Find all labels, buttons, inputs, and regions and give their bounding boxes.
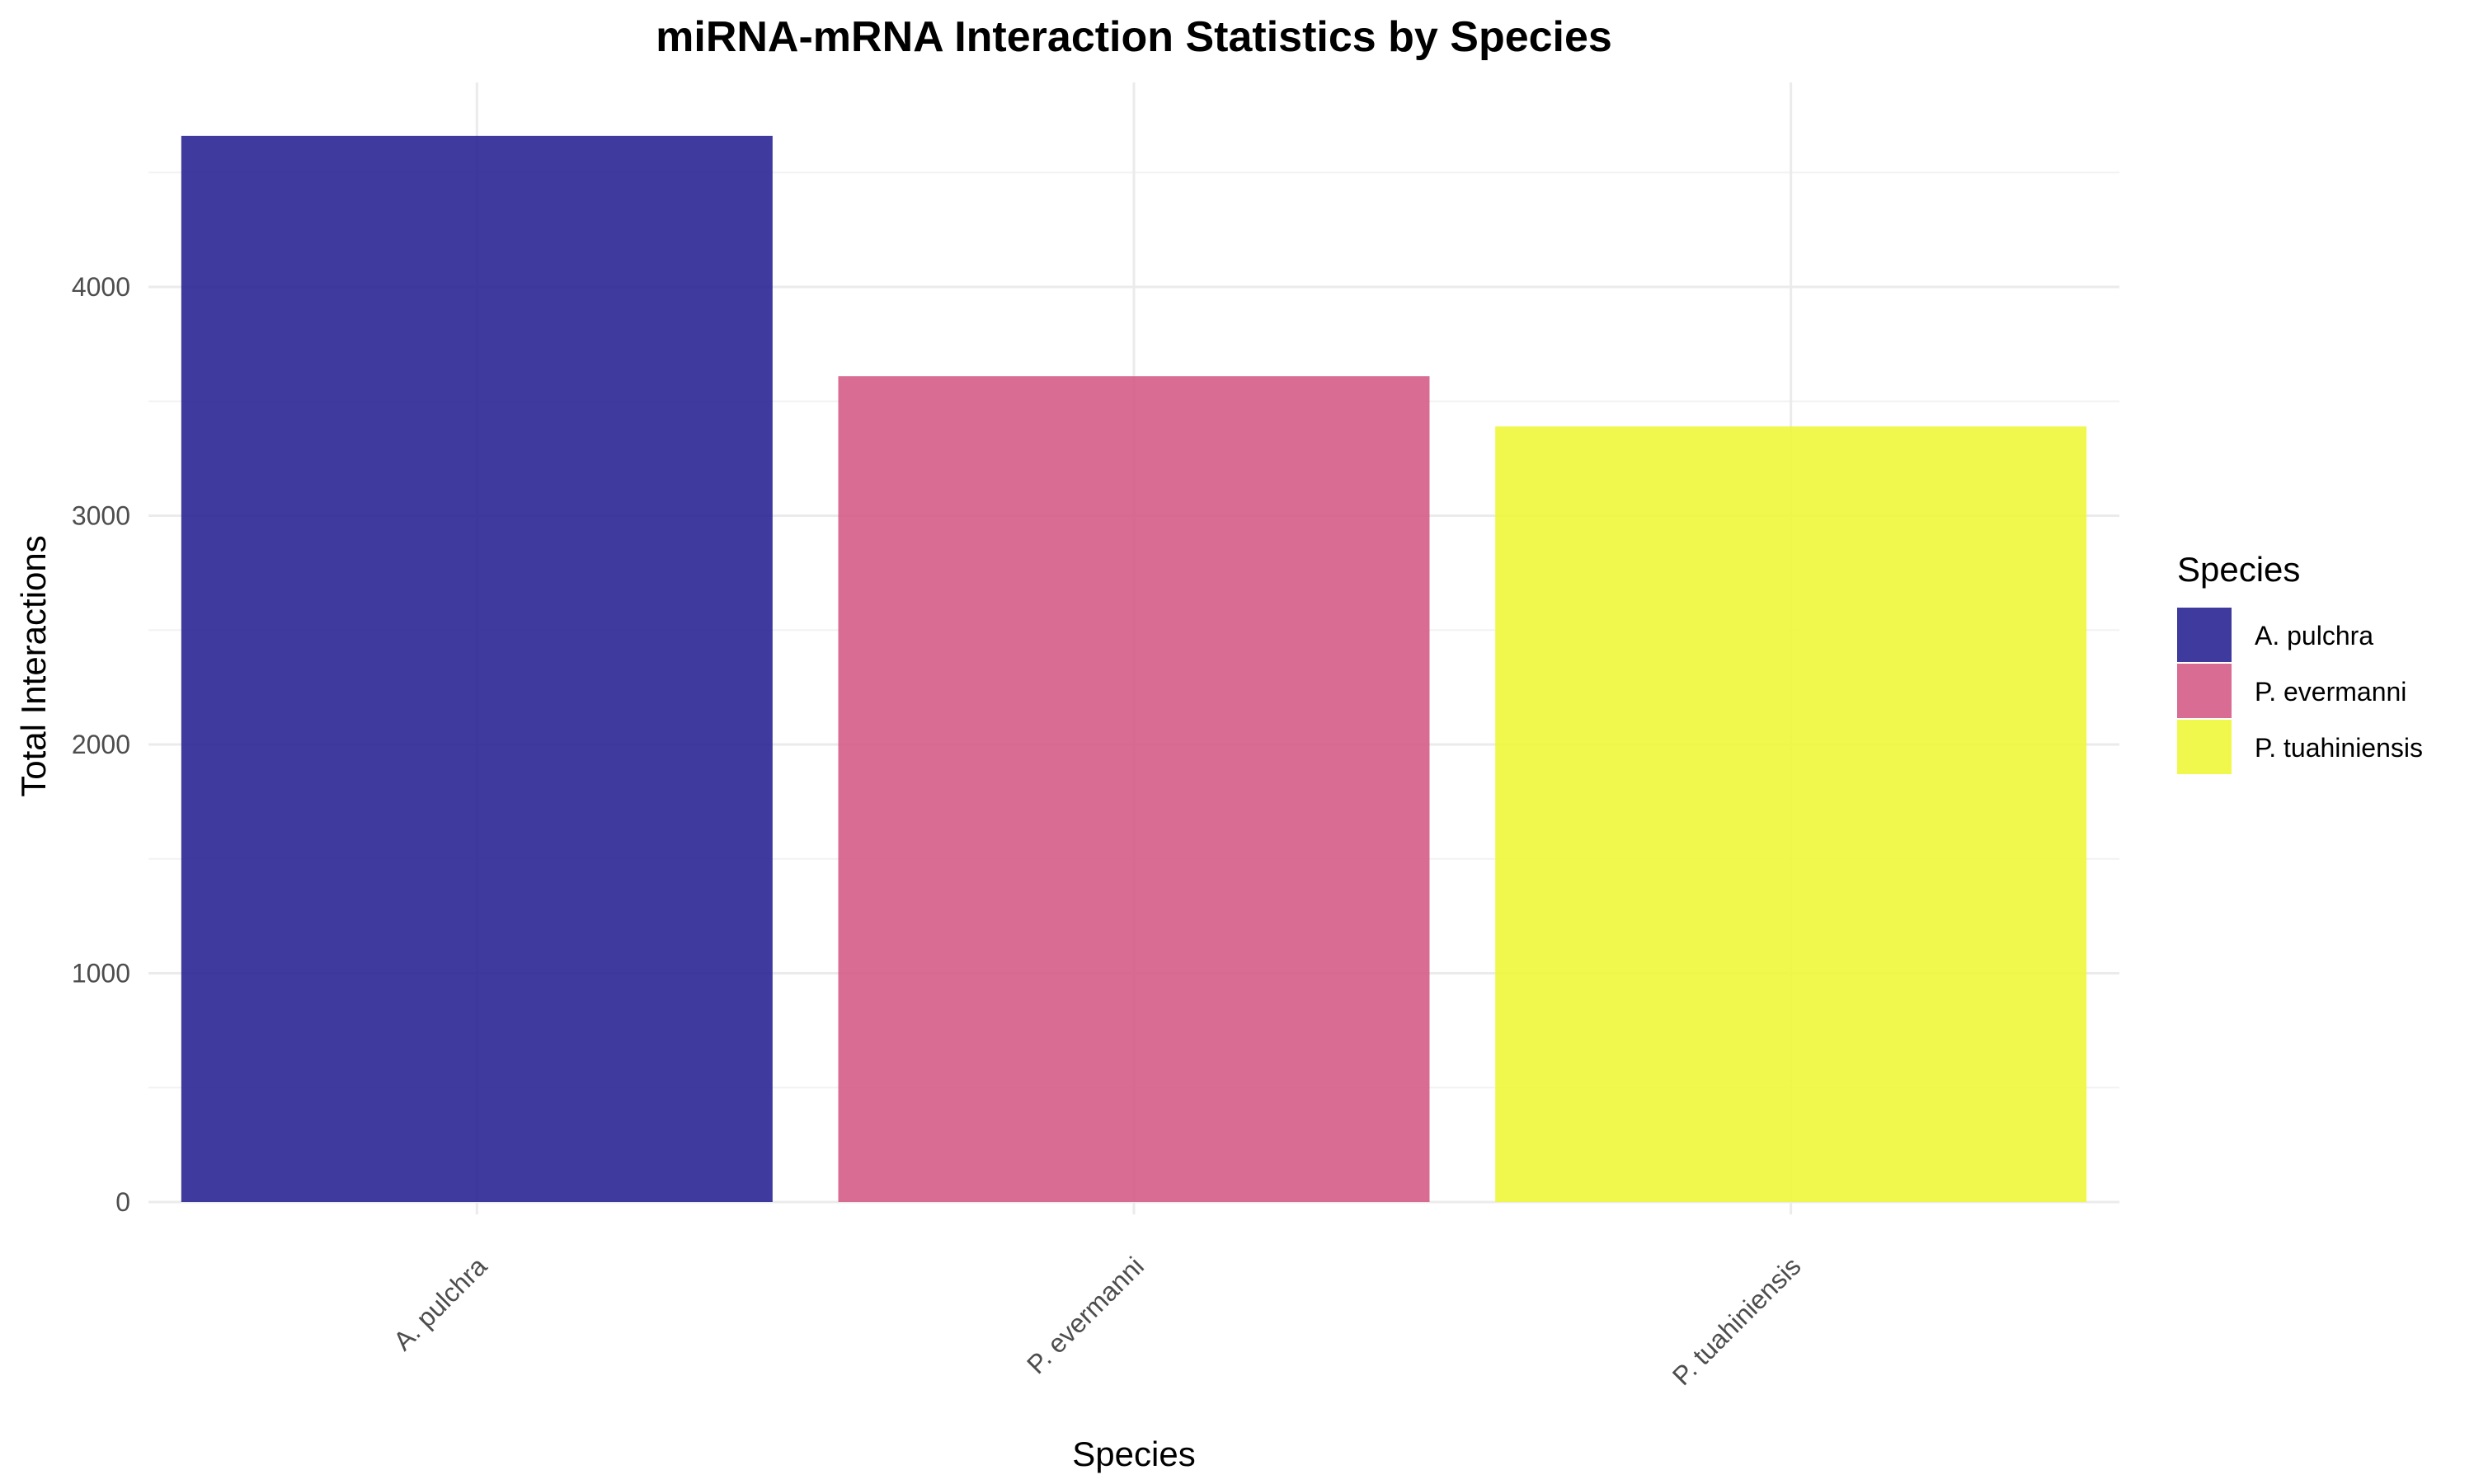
x-tick-label: P. tuahiniensis: [1667, 1251, 1807, 1391]
x-tick-label: P. evermanni: [1021, 1251, 1150, 1379]
y-tick-label: 4000: [72, 272, 130, 302]
bar: [181, 135, 773, 1203]
y-tick-label: 0: [115, 1187, 130, 1217]
legend-swatch: [2177, 608, 2232, 662]
legend-label: P. tuahiniensis: [2255, 733, 2423, 763]
legend-label: A. pulchra: [2255, 621, 2373, 650]
legend-swatch: [2177, 720, 2232, 774]
x-axis-ticks: A. pulchra P. evermanni P. tuahiniensis: [388, 1251, 1807, 1391]
y-tick-label: 1000: [72, 959, 130, 989]
legend-swatch: [2177, 664, 2232, 718]
y-axis-title: Total Interactions: [14, 535, 53, 797]
x-tick-label: A. pulchra: [388, 1251, 492, 1355]
y-axis-ticks: 0 1000 2000 3000 4000: [72, 272, 130, 1217]
legend-title: Species: [2177, 550, 2300, 589]
x-axis-title: Species: [1072, 1435, 1195, 1473]
bar: [1495, 426, 2087, 1202]
legend-entries: A. pulchra P. evermanni P. tuahiniensis: [2177, 608, 2423, 774]
y-tick-label: 2000: [72, 730, 130, 759]
chart-title: miRNA-mRNA Interaction Statistics by Spe…: [656, 13, 1612, 61]
legend-label: P. evermanni: [2255, 677, 2406, 707]
y-tick-label: 3000: [72, 501, 130, 531]
legend: Species A. pulchra P. evermanni P. tuahini…: [2177, 550, 2423, 774]
bars: [181, 135, 2087, 1203]
bar: [838, 376, 1430, 1203]
